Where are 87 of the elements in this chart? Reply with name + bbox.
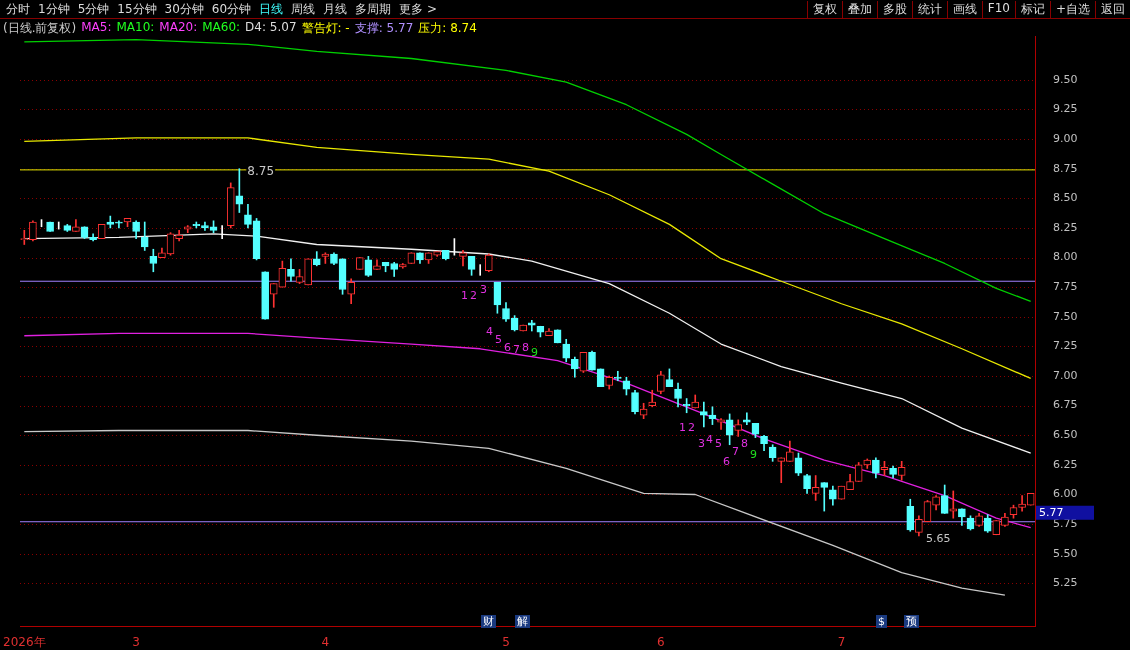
text: F10 bbox=[981, 0, 1015, 18]
annotation: 6 bbox=[723, 455, 730, 468]
y-tick-label: 8.50 bbox=[1053, 191, 1078, 205]
candlestick bbox=[777, 457, 786, 483]
candlestick bbox=[648, 389, 657, 408]
text: 支撑: 5.77 bbox=[354, 20, 414, 37]
y-tick-label: 8.25 bbox=[1053, 220, 1078, 234]
y-tick-label: 9.00 bbox=[1053, 131, 1078, 145]
text: MA5: bbox=[81, 20, 112, 36]
text: 1分钟 bbox=[38, 0, 70, 18]
y-tick-label: 6.25 bbox=[1053, 457, 1078, 471]
annotation: 7 bbox=[513, 343, 520, 356]
annotation: 9 bbox=[531, 346, 538, 359]
y-tick-label: 8.00 bbox=[1053, 250, 1078, 264]
text: 统计 bbox=[911, 0, 947, 18]
annotation: 9 bbox=[750, 448, 757, 461]
y-tick-label: 6.00 bbox=[1053, 487, 1078, 501]
annotation: 3 bbox=[698, 437, 705, 450]
text: +自选 bbox=[1049, 0, 1095, 18]
y-tick-label: 5.75 bbox=[1053, 516, 1078, 530]
annotation: 5.65 bbox=[926, 532, 951, 545]
text: 15分钟 bbox=[117, 0, 157, 18]
text: 多股 bbox=[876, 0, 912, 18]
text: MA20: bbox=[159, 20, 198, 36]
x-tick-label: 4 bbox=[321, 635, 330, 650]
annotation: 3 bbox=[480, 283, 487, 296]
x-tick-label: 7 bbox=[837, 635, 846, 650]
y-tick-label: 7.50 bbox=[1053, 309, 1078, 323]
y-tick-label: 5.25 bbox=[1053, 576, 1078, 590]
text: 多周期 bbox=[355, 0, 392, 18]
annotation: 8.75 bbox=[247, 163, 275, 178]
text: 复权 bbox=[806, 0, 842, 18]
text: 警告灯: - bbox=[301, 20, 350, 37]
candlestick bbox=[743, 412, 751, 425]
x-tick-label: 3 bbox=[132, 635, 140, 650]
candlestick bbox=[613, 370, 622, 382]
annotation: 5 bbox=[495, 333, 502, 346]
annotation: 8 bbox=[522, 341, 529, 354]
text: 5分钟 bbox=[77, 0, 110, 18]
y-tick-label: 7.25 bbox=[1053, 339, 1078, 353]
annotation: 1 bbox=[679, 421, 686, 434]
annotation: 财 bbox=[481, 615, 496, 628]
text: 周线 bbox=[291, 0, 316, 18]
candlestick bbox=[700, 401, 708, 428]
text: 画线 bbox=[946, 0, 982, 18]
y-tick-label: 9.25 bbox=[1053, 102, 1078, 116]
text: 标记 bbox=[1014, 0, 1050, 18]
y-tick-label: 8.75 bbox=[1053, 161, 1078, 175]
text: 月线 bbox=[323, 0, 348, 18]
y-tick-label: 7.00 bbox=[1053, 368, 1078, 382]
x-tick-label: 5 bbox=[502, 635, 510, 650]
ref-line-label: 5.77 bbox=[1039, 505, 1064, 519]
annotation: 8 bbox=[741, 437, 748, 450]
text: 分时 bbox=[6, 0, 30, 18]
text: MA10: bbox=[116, 20, 155, 36]
text: D4: 5.07 bbox=[245, 20, 297, 36]
annotation: 2 bbox=[470, 289, 477, 302]
y-tick-label: 5.50 bbox=[1053, 546, 1078, 560]
annotation: 4 bbox=[706, 433, 713, 446]
chart-title: (日线.前复权) bbox=[3, 20, 77, 37]
text: 60分钟 bbox=[211, 0, 252, 18]
annotation: $ bbox=[876, 615, 887, 628]
text: 叠加 bbox=[841, 0, 877, 18]
y-tick-label: 9.50 bbox=[1053, 72, 1078, 86]
annotation: 2 bbox=[688, 421, 695, 434]
y-tick-label: 7.75 bbox=[1053, 280, 1078, 294]
candlestick bbox=[949, 490, 958, 519]
annotation: 5 bbox=[715, 437, 722, 450]
candlestick bbox=[115, 220, 123, 229]
annotation: 预 bbox=[904, 615, 919, 628]
candlestick bbox=[20, 229, 29, 245]
text: 日线 bbox=[259, 0, 284, 18]
x-tick-label: 6 bbox=[657, 635, 665, 650]
text: 返回 bbox=[1095, 0, 1130, 18]
x-tick-label: 2026年 bbox=[3, 635, 46, 650]
annotation: 解 bbox=[515, 615, 530, 628]
text: 30分钟 bbox=[164, 0, 204, 18]
annotation: 7 bbox=[732, 445, 739, 458]
candlestick bbox=[820, 482, 829, 512]
text: 更多 > bbox=[399, 0, 437, 18]
annotation: 4 bbox=[486, 325, 493, 338]
text: 压力: 8.74 bbox=[418, 20, 477, 37]
annotation: 1 bbox=[461, 289, 468, 302]
y-tick-label: 6.50 bbox=[1053, 428, 1078, 442]
text: MA60: bbox=[202, 20, 241, 36]
annotation: 6 bbox=[504, 341, 511, 354]
y-tick-label: 6.75 bbox=[1053, 398, 1078, 412]
